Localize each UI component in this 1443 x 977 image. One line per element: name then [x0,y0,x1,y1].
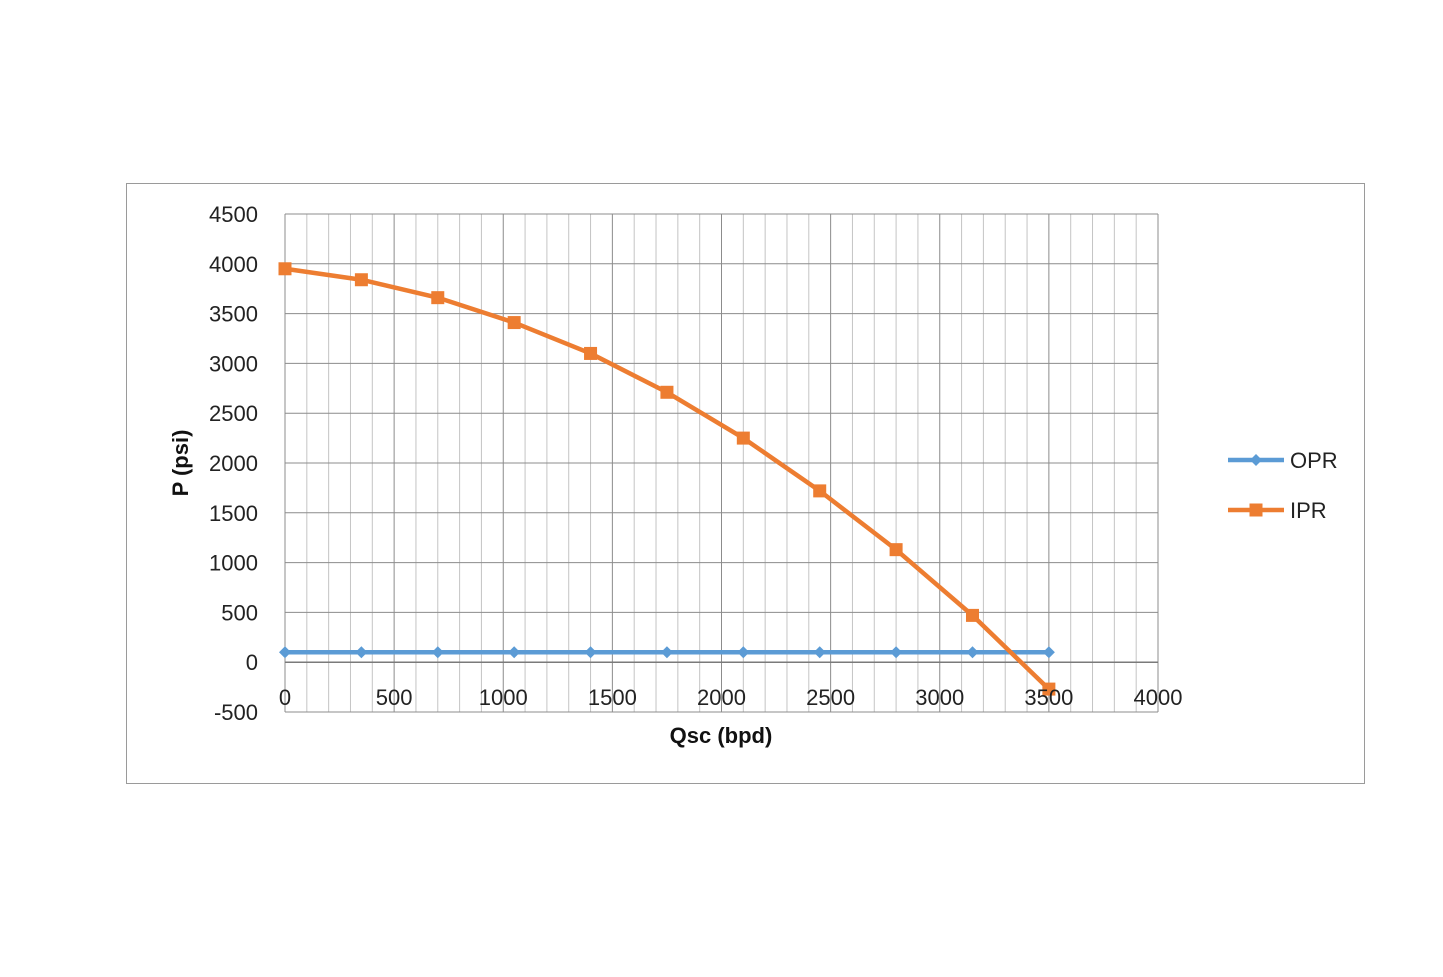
y-tick-label: 2000 [209,451,258,476]
y-tick-label: 3500 [209,302,258,327]
legend-label: OPR [1290,448,1338,473]
y-tick-label: 500 [221,600,258,625]
legend-label: IPR [1290,498,1327,523]
x-tick-label: 1500 [588,685,637,710]
data-point [355,646,368,659]
data-point [507,316,521,330]
x-tick-label: 3500 [1024,685,1073,710]
x-tick-label: 1000 [479,685,528,710]
gridlines [284,213,1159,713]
y-tick-label: 2500 [209,401,258,426]
legend: OPR IPR [1228,448,1338,523]
data-point [584,646,597,659]
series-opr [279,646,1055,659]
data-point [508,646,521,659]
x-tick-label: 2000 [697,685,746,710]
data-point [813,646,826,659]
data-point [889,543,903,557]
series-layer [278,262,1056,696]
data-point [1042,682,1056,696]
y-tick-label: 4000 [209,252,258,277]
data-point [431,291,445,305]
y-tick-label: 4500 [209,202,258,227]
data-point [1042,646,1055,659]
y-tick-label: 1500 [209,501,258,526]
data-point [278,262,292,276]
data-point [354,273,368,287]
data-point [966,646,979,659]
series-line [284,266,1051,691]
data-point [1250,454,1262,466]
y-tick-label: 1000 [209,551,258,576]
data-point [813,484,827,498]
data-point [737,646,750,659]
data-point [736,431,750,445]
tick-labels: -500 0 500 1000 1500 2000 2500 3000 3500 4000 4500… [209,202,1182,725]
data-point [279,646,291,659]
x-tick-label: 0 [279,685,291,710]
data-point [660,385,674,399]
data-point [431,646,444,659]
y-tick-label: 3000 [209,351,258,376]
x-tick-label: 4000 [1134,685,1183,710]
x-tick-label: 2500 [806,685,855,710]
data-point [1249,503,1263,517]
data-point [584,346,598,360]
data-point [660,646,673,659]
legend-item-ipr: IPR [1228,498,1327,523]
y-tick-label: -500 [214,700,258,725]
y-axis-title: P (psi) [168,430,193,497]
x-tick-label: 500 [376,685,413,710]
legend-item-opr: OPR [1228,448,1338,473]
x-tick-label: 3000 [915,685,964,710]
data-point [890,646,903,659]
x-axis-title: Qsc (bpd) [670,723,773,748]
data-point [965,608,979,622]
series-ipr [278,262,1056,696]
y-tick-label: 0 [246,650,258,675]
